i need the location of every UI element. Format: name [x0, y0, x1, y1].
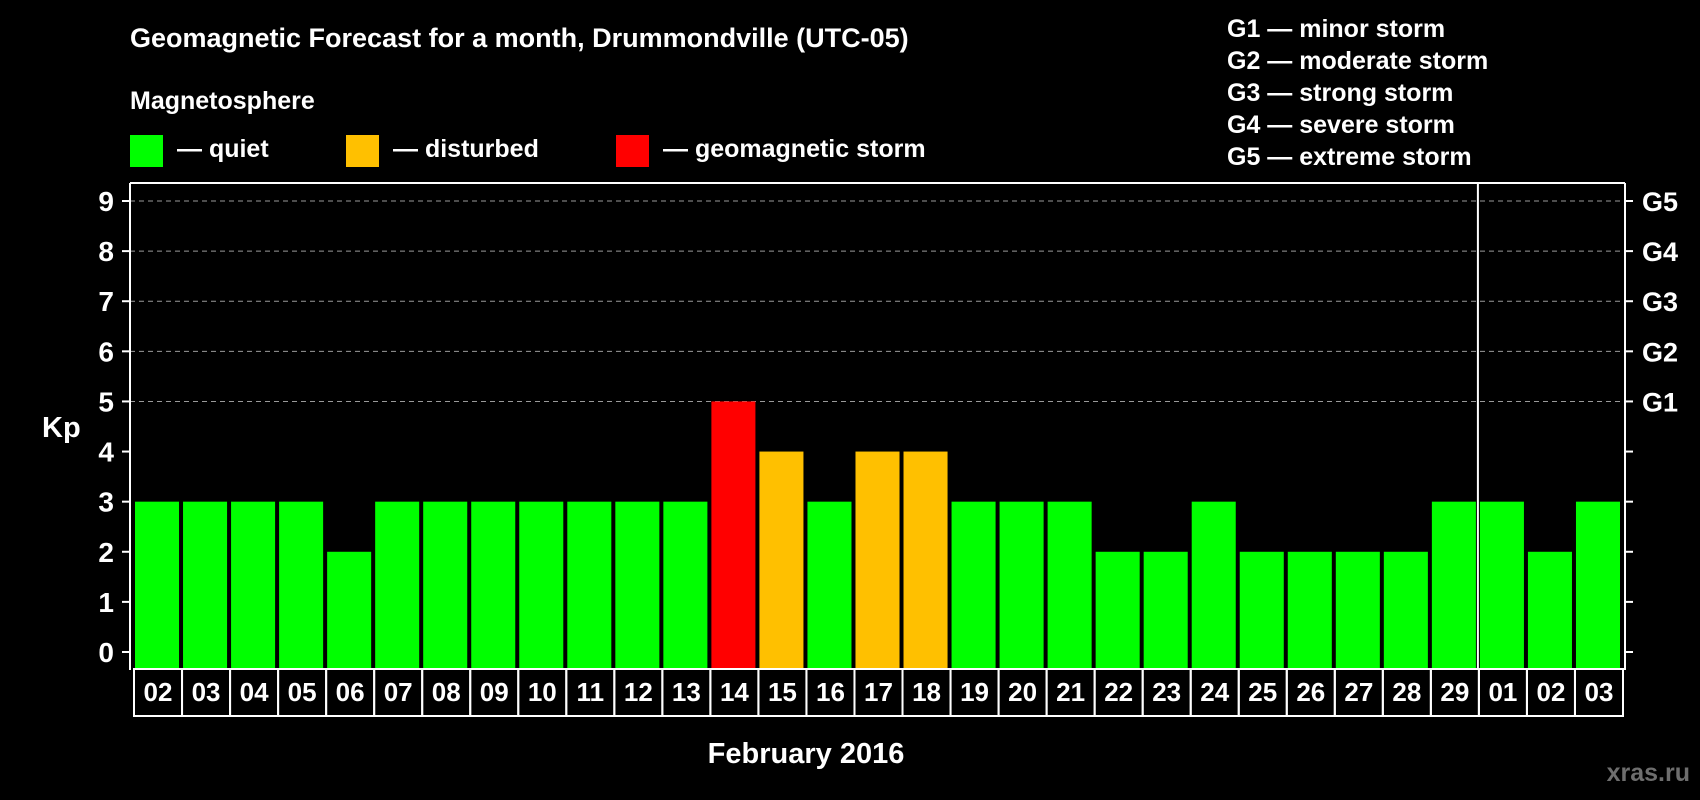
x-tick-label-22: 24 — [1200, 677, 1229, 707]
y-tick-label-9: 9 — [98, 186, 114, 217]
y-tick-label-4: 4 — [98, 437, 114, 468]
bar-6 — [423, 501, 468, 668]
bar-0 — [135, 501, 180, 668]
storm-scale-list: G1 — minor storm G2 — moderate storm G3 — … — [1227, 15, 1488, 171]
right-axis-label-0: G1 — [1642, 387, 1678, 417]
x-tick-label-12: 14 — [720, 677, 749, 707]
bar-9 — [567, 501, 612, 668]
legend-label-0: — quiet — [177, 135, 269, 163]
right-axis-label-2: G3 — [1642, 287, 1678, 317]
x-tick-label-10: 12 — [624, 677, 653, 707]
bar-3 — [279, 501, 324, 668]
bar-12 — [711, 401, 756, 668]
x-tick-label-15: 17 — [864, 677, 893, 707]
bar-26 — [1383, 551, 1428, 668]
x-tick-label-3: 05 — [288, 677, 317, 707]
bar-7 — [471, 501, 516, 668]
x-tick-label-28: 01 — [1488, 677, 1517, 707]
chart-title: Geomagnetic Forecast for a month, Drummo… — [130, 23, 909, 53]
date-cell-30 — [1573, 668, 1625, 717]
y-axis-label: Kp — [42, 412, 81, 444]
storm-scale-item-2: G3 — strong storm — [1227, 79, 1453, 107]
bar-8 — [519, 501, 564, 668]
legend-label-2: — geomagnetic storm — [663, 135, 926, 163]
bar-20 — [1095, 551, 1140, 668]
legend-swatch-2 — [616, 135, 649, 167]
y-tick-label-2: 2 — [98, 537, 114, 568]
bar-30 — [1575, 501, 1620, 668]
bar-24 — [1287, 551, 1332, 668]
right-axis-label-3: G4 — [1642, 237, 1678, 267]
x-tick-label-20: 22 — [1104, 677, 1133, 707]
legend-title: Magnetosphere — [130, 87, 315, 115]
x-tick-label-17: 19 — [960, 677, 989, 707]
y-tick-label-8: 8 — [98, 236, 114, 267]
watermark: xras.ru — [1607, 759, 1690, 787]
bar-5 — [375, 501, 420, 668]
x-tick-label-26: 28 — [1392, 677, 1421, 707]
y-tick-label-5: 5 — [98, 386, 114, 417]
legend: — quiet — disturbed — geomagnetic storm — [130, 135, 926, 167]
storm-scale-item-1: G2 — moderate storm — [1227, 47, 1488, 75]
bar-21 — [1143, 551, 1188, 668]
y-tick-label-0: 0 — [98, 637, 114, 668]
x-tick-label-14: 16 — [816, 677, 845, 707]
bar-2 — [231, 501, 276, 668]
y-tick-label-7: 7 — [98, 286, 114, 317]
x-tick-label-23: 25 — [1248, 677, 1277, 707]
bar-11 — [663, 501, 708, 668]
x-tick-label-27: 29 — [1440, 677, 1469, 707]
x-tick-label-21: 23 — [1152, 677, 1181, 707]
bar-18 — [999, 501, 1044, 668]
bar-23 — [1239, 551, 1284, 668]
storm-scale-item-0: G1 — minor storm — [1227, 15, 1445, 43]
bar-14 — [807, 501, 852, 668]
y-tick-label-1: 1 — [98, 587, 114, 618]
bar-10 — [615, 501, 660, 668]
x-tick-label-19: 21 — [1056, 677, 1085, 707]
bar-29 — [1527, 551, 1572, 668]
bar-15 — [855, 451, 900, 668]
y-tick-label-3: 3 — [98, 487, 114, 518]
x-tick-label-24: 26 — [1296, 677, 1325, 707]
right-axis-label-1: G2 — [1642, 337, 1678, 367]
x-tick-label-11: 13 — [672, 677, 701, 707]
x-axis-label: February 2016 — [708, 738, 905, 770]
bar-22 — [1191, 501, 1236, 668]
right-axis-label-4: G5 — [1642, 187, 1678, 217]
bar-19 — [1047, 501, 1092, 668]
x-tick-label-7: 09 — [480, 677, 509, 707]
y-tick-label-6: 6 — [98, 336, 114, 367]
bar-27 — [1431, 501, 1476, 668]
bar-4 — [327, 551, 372, 668]
x-tick-label-18: 20 — [1008, 677, 1037, 707]
bar-28 — [1479, 501, 1524, 668]
bar-16 — [903, 451, 948, 668]
x-tick-label-2: 04 — [240, 677, 269, 707]
legend-swatch-1 — [346, 135, 379, 167]
bar-1 — [183, 501, 228, 668]
x-tick-label-25: 27 — [1344, 677, 1373, 707]
x-tick-label-6: 08 — [432, 677, 461, 707]
bar-17 — [951, 501, 996, 668]
x-tick-label-13: 15 — [768, 677, 797, 707]
bar-25 — [1335, 551, 1380, 668]
x-tick-label-4: 06 — [336, 677, 365, 707]
storm-scale-item-4: G5 — extreme storm — [1227, 143, 1472, 171]
x-tick-label-16: 18 — [912, 677, 941, 707]
x-tick-label-1: 03 — [192, 677, 221, 707]
x-tick-label-30: 03 — [1585, 677, 1614, 707]
legend-swatch-0 — [130, 135, 163, 167]
x-tick-label-29: 02 — [1536, 677, 1565, 707]
bar-13 — [759, 451, 804, 668]
storm-scale-item-3: G4 — severe storm — [1227, 111, 1455, 139]
x-tick-label-8: 10 — [528, 677, 557, 707]
legend-label-1: — disturbed — [393, 135, 539, 163]
x-tick-label-5: 07 — [384, 677, 413, 707]
x-tick-label-0: 02 — [144, 677, 173, 707]
x-tick-label-9: 11 — [577, 677, 605, 707]
